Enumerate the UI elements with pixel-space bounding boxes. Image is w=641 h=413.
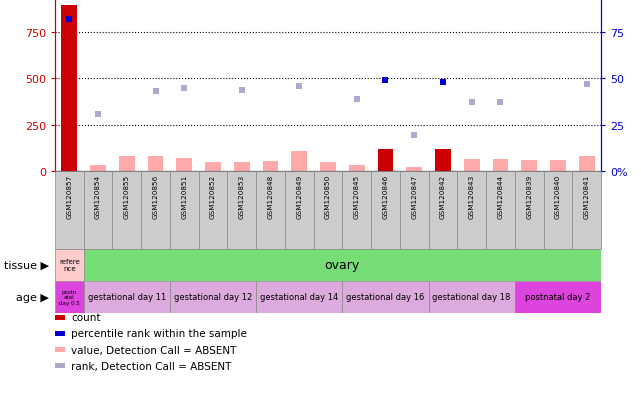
Bar bbox=[256, 171, 285, 249]
Text: GSM120840: GSM120840 bbox=[555, 174, 561, 218]
Bar bbox=[342, 171, 371, 249]
Text: GSM120856: GSM120856 bbox=[153, 174, 158, 218]
Text: GSM120850: GSM120850 bbox=[325, 174, 331, 218]
Text: GSM120847: GSM120847 bbox=[412, 174, 417, 218]
Bar bbox=[429, 281, 515, 313]
Text: GSM120857: GSM120857 bbox=[67, 174, 72, 218]
Text: GSM120839: GSM120839 bbox=[526, 174, 532, 218]
Text: percentile rank within the sample: percentile rank within the sample bbox=[71, 328, 247, 339]
Bar bbox=[406, 168, 422, 171]
Bar bbox=[313, 171, 342, 249]
Text: postn
atal
day 0.5: postn atal day 0.5 bbox=[59, 289, 79, 306]
Text: GSM120843: GSM120843 bbox=[469, 174, 475, 218]
Bar bbox=[205, 162, 221, 171]
Text: GSM120852: GSM120852 bbox=[210, 174, 216, 218]
Bar bbox=[199, 171, 228, 249]
Text: age ▶: age ▶ bbox=[16, 292, 49, 302]
Bar bbox=[263, 161, 278, 171]
Bar bbox=[228, 171, 256, 249]
Text: refere
nce: refere nce bbox=[59, 259, 79, 272]
Bar bbox=[147, 157, 163, 171]
Bar bbox=[170, 281, 256, 313]
Text: GSM120848: GSM120848 bbox=[267, 174, 274, 218]
Text: gestational day 18: gestational day 18 bbox=[433, 293, 511, 302]
Text: ovary: ovary bbox=[325, 259, 360, 272]
Bar bbox=[84, 281, 170, 313]
Text: gestational day 16: gestational day 16 bbox=[346, 293, 424, 302]
Bar bbox=[457, 171, 486, 249]
Bar bbox=[486, 171, 515, 249]
Bar bbox=[572, 171, 601, 249]
Bar bbox=[371, 171, 400, 249]
Bar bbox=[112, 171, 141, 249]
Bar bbox=[342, 281, 429, 313]
Text: GSM120854: GSM120854 bbox=[95, 174, 101, 218]
Bar bbox=[62, 5, 78, 171]
Bar bbox=[579, 157, 595, 171]
Text: GSM120849: GSM120849 bbox=[296, 174, 303, 218]
Bar bbox=[464, 159, 479, 171]
Bar bbox=[429, 171, 457, 249]
Text: GSM120842: GSM120842 bbox=[440, 174, 446, 218]
Text: GSM120841: GSM120841 bbox=[584, 174, 590, 218]
Text: GSM120853: GSM120853 bbox=[239, 174, 245, 218]
Bar bbox=[90, 165, 106, 171]
Bar bbox=[521, 161, 537, 171]
Bar bbox=[492, 159, 508, 171]
Text: GSM120845: GSM120845 bbox=[354, 174, 360, 218]
Bar bbox=[515, 171, 544, 249]
Text: gestational day 14: gestational day 14 bbox=[260, 293, 338, 302]
Text: gestational day 11: gestational day 11 bbox=[88, 293, 166, 302]
Bar bbox=[55, 281, 84, 313]
Bar bbox=[550, 161, 566, 171]
Text: postnatal day 2: postnatal day 2 bbox=[525, 293, 590, 302]
Text: count: count bbox=[71, 312, 101, 323]
Bar bbox=[285, 171, 313, 249]
Bar bbox=[55, 171, 84, 249]
Bar bbox=[292, 151, 307, 171]
Bar bbox=[176, 159, 192, 171]
Bar bbox=[320, 162, 336, 171]
Text: tissue ▶: tissue ▶ bbox=[4, 260, 49, 271]
Text: GSM120851: GSM120851 bbox=[181, 174, 187, 218]
Bar bbox=[544, 171, 572, 249]
Text: gestational day 12: gestational day 12 bbox=[174, 293, 252, 302]
Text: GSM120846: GSM120846 bbox=[383, 174, 388, 218]
Bar bbox=[170, 171, 199, 249]
Text: rank, Detection Call = ABSENT: rank, Detection Call = ABSENT bbox=[71, 361, 232, 371]
Text: GSM120844: GSM120844 bbox=[497, 174, 503, 218]
Bar bbox=[55, 249, 84, 281]
Bar bbox=[378, 150, 394, 171]
Bar bbox=[435, 150, 451, 171]
Text: GSM120855: GSM120855 bbox=[124, 174, 130, 218]
Bar bbox=[234, 162, 250, 171]
Bar bbox=[256, 281, 342, 313]
Bar bbox=[349, 166, 365, 171]
Bar bbox=[119, 157, 135, 171]
Bar bbox=[84, 171, 112, 249]
Bar bbox=[400, 171, 429, 249]
Bar bbox=[515, 281, 601, 313]
Text: value, Detection Call = ABSENT: value, Detection Call = ABSENT bbox=[71, 345, 237, 355]
Bar bbox=[141, 171, 170, 249]
